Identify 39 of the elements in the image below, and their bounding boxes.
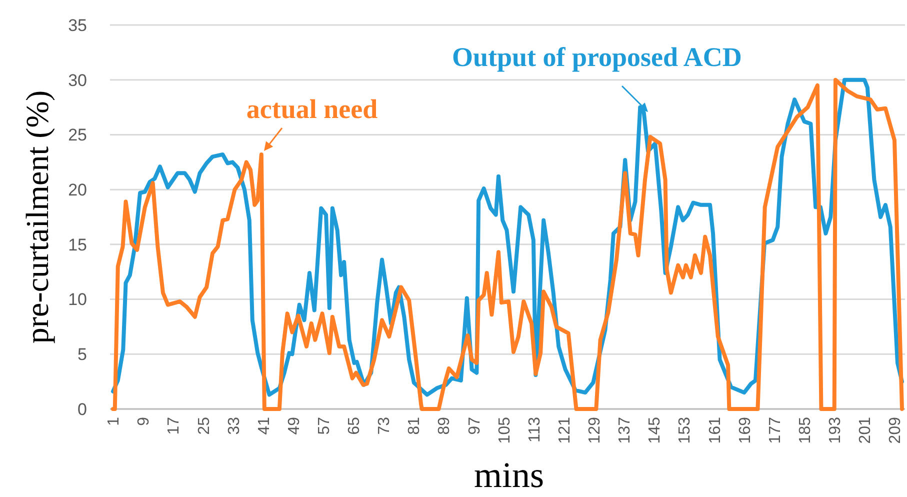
x-tick-label: 1 (106, 416, 123, 426)
x-tick-label: 121 (556, 416, 574, 444)
x-tick-label: 89 (436, 416, 454, 435)
y-tick-label: 25 (68, 126, 87, 145)
x-tick-label: 185 (796, 416, 814, 444)
x-tick-label: 193 (826, 416, 844, 444)
series-label: actual need (246, 94, 378, 124)
y-tick-label: 35 (68, 16, 87, 35)
x-tick-label: 129 (586, 416, 604, 444)
x-tick-label: 201 (857, 416, 874, 444)
x-tick-label: 161 (706, 416, 724, 444)
x-tick-label: 177 (766, 416, 784, 444)
x-tick-label: 25 (196, 416, 213, 435)
x-axis-title: mins (474, 455, 544, 495)
x-tick-label: 153 (676, 416, 694, 444)
x-tick-label: 105 (496, 416, 514, 444)
x-tick-label: 97 (466, 416, 484, 435)
x-tick-label: 9 (136, 416, 153, 426)
x-tick-label: 137 (616, 416, 634, 444)
x-tick-label: 169 (736, 416, 754, 444)
x-tick-label: 113 (526, 416, 544, 443)
x-tick-label: 41 (256, 416, 273, 435)
x-tick-label: 49 (286, 416, 303, 435)
x-tick-label: 17 (166, 416, 183, 435)
y-tick-label: 30 (68, 70, 87, 90)
x-tick-label: 73 (376, 416, 394, 435)
y-tick-label: 15 (68, 235, 87, 254)
x-tick-label: 57 (316, 416, 333, 435)
x-tick-label: 145 (646, 416, 664, 444)
y-axis-title: pre-curtailment (%) (19, 90, 55, 344)
x-tick-label: 33 (226, 416, 243, 435)
y-tick-label: 5 (78, 345, 87, 364)
x-tick-label: 81 (406, 416, 424, 435)
x-tick-label: 209 (887, 416, 904, 444)
y-tick-label: 0 (78, 400, 87, 419)
x-tick-label: 65 (346, 416, 364, 435)
y-tick-label: 10 (68, 290, 87, 310)
text: Output of proposed ACD (452, 42, 742, 72)
y-tick-label: 20 (68, 180, 87, 200)
